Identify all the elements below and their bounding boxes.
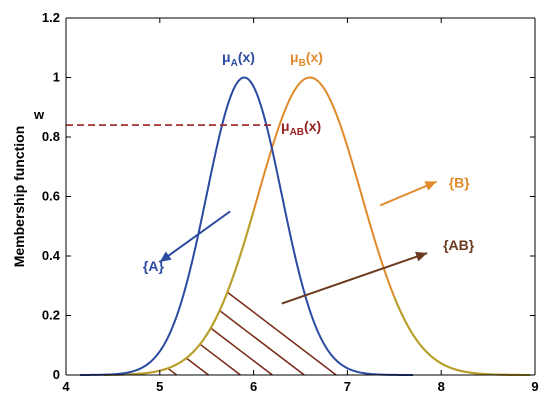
y-tick-label: 1.2 <box>42 10 60 25</box>
x-tick-label: 4 <box>62 379 70 394</box>
annotation-arrowhead-a <box>159 251 172 262</box>
hatch-line <box>210 327 273 376</box>
annotation-arrowhead-ab <box>415 251 428 262</box>
hatch-line <box>167 367 178 376</box>
threshold-label: w <box>33 107 45 122</box>
y-tick-label: 0.4 <box>42 248 61 263</box>
curve-label-ab: μAB(x) <box>281 118 321 138</box>
curves <box>80 76 531 376</box>
curve-label-b: μB(x) <box>290 49 323 69</box>
x-tick-label: 5 <box>156 379 163 394</box>
annotation-label-a: {A} <box>143 258 165 274</box>
x-tick-label: 7 <box>344 379 351 394</box>
x-tick-label: 9 <box>531 379 538 394</box>
y-tick-label: 0.8 <box>42 129 60 144</box>
series-line-a <box>80 76 414 376</box>
annotation-arrow-a <box>159 210 231 263</box>
curve-label-a: μA(x) <box>222 49 255 69</box>
x-tick-label: 8 <box>438 379 445 394</box>
plot-area <box>66 18 535 375</box>
y-tick-label: 0.2 <box>42 308 60 323</box>
hatch-line <box>186 357 210 376</box>
hatch-line <box>219 310 305 376</box>
intersection-hatching <box>142 291 369 376</box>
y-tick-label: 0 <box>53 367 60 382</box>
y-tick-label: 0.6 <box>42 189 60 204</box>
annotation-label-ab: {AB} <box>443 237 475 253</box>
annotation-label-b: {B} <box>449 175 471 191</box>
y-tick-label: 1 <box>53 70 60 85</box>
labels: w μA(x) μB(x) μAB(x) {A} {B} {AB} <box>33 49 475 305</box>
annotation-arrow-ab <box>281 252 428 305</box>
x-tick-label: 6 <box>250 379 257 394</box>
hatch-line <box>199 343 241 376</box>
y-axis-label: Membership function <box>11 126 27 268</box>
plot-background <box>66 18 535 375</box>
annotation-arrowhead-b <box>424 181 437 191</box>
series-line-b-left-tail <box>103 210 255 376</box>
hatch-line <box>227 291 337 376</box>
axes: 4 5 6 7 8 9 0 0.2 0.4 0.6 0.8 1 1.2 Membership functi… <box>11 10 539 394</box>
